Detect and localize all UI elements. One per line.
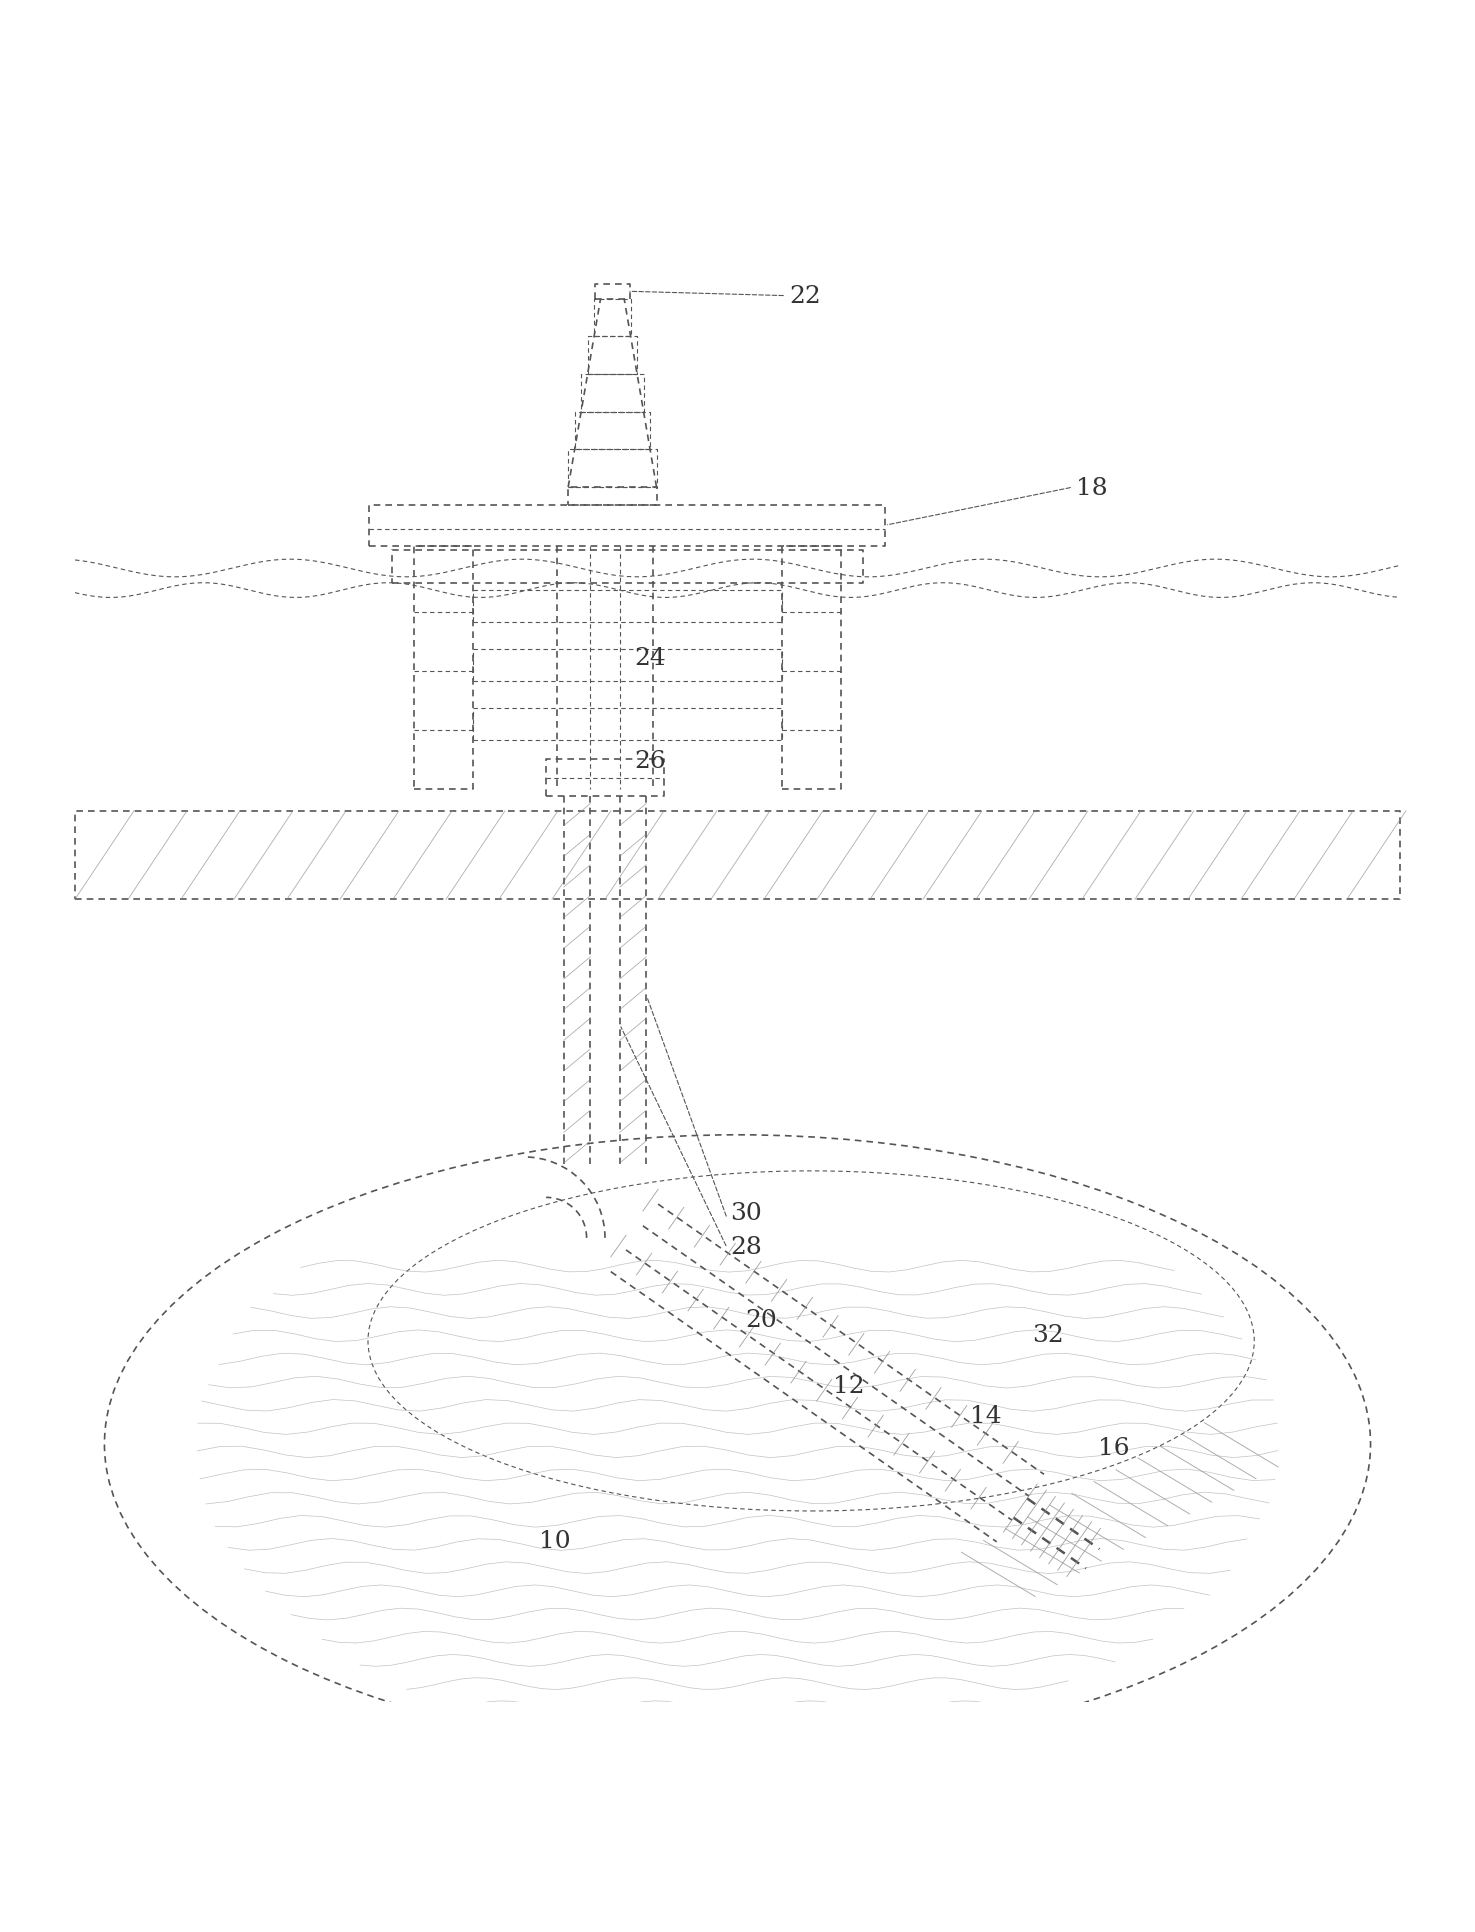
Text: 16: 16 [1099,1437,1130,1459]
Text: 20: 20 [745,1308,777,1331]
Text: 28: 28 [730,1235,763,1258]
Text: 24: 24 [634,647,667,668]
Text: 14: 14 [971,1405,1002,1428]
Text: 30: 30 [730,1202,763,1225]
Text: 12: 12 [833,1376,864,1397]
Text: 10: 10 [538,1530,571,1551]
Text: 22: 22 [789,286,820,307]
Text: 26: 26 [634,750,667,773]
Text: 18: 18 [1077,477,1108,500]
Text: 32: 32 [1032,1323,1063,1347]
